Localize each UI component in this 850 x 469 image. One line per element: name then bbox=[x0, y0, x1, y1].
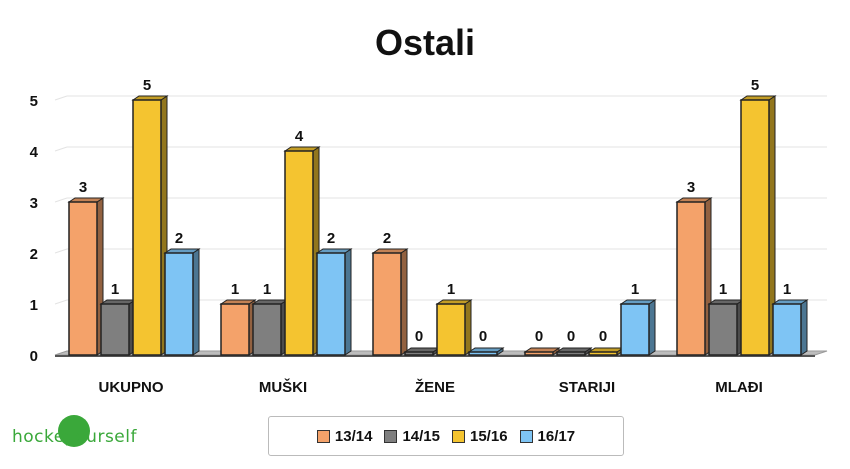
bar bbox=[468, 351, 498, 356]
legend-swatch bbox=[519, 429, 533, 443]
data-label: 0 bbox=[415, 328, 423, 345]
bar bbox=[404, 351, 434, 356]
data-label: 5 bbox=[751, 77, 759, 94]
x-tick-label: MLAĐI bbox=[715, 379, 763, 396]
legend-label: 14/15 bbox=[402, 427, 440, 445]
bar bbox=[68, 201, 98, 356]
logo-text: hockeyourself bbox=[12, 427, 137, 447]
legend-item-series-3: 15/16 bbox=[452, 428, 508, 445]
bar bbox=[100, 303, 130, 356]
legend-swatch bbox=[384, 429, 398, 443]
data-label: 1 bbox=[263, 281, 271, 298]
data-label: 0 bbox=[535, 328, 543, 345]
legend-label: 16/17 bbox=[537, 427, 576, 445]
data-label: 1 bbox=[111, 281, 119, 298]
x-tick-label: UKUPNO bbox=[98, 379, 163, 396]
y-tick-label: 3 bbox=[30, 195, 38, 212]
bar bbox=[740, 99, 770, 356]
data-label: 0 bbox=[479, 328, 487, 345]
gridline-side bbox=[54, 248, 68, 254]
bar-side bbox=[400, 248, 408, 356]
bar bbox=[676, 201, 706, 356]
bar bbox=[436, 303, 466, 356]
data-label: 1 bbox=[719, 281, 727, 298]
data-label: 0 bbox=[567, 328, 575, 345]
gridline-side bbox=[54, 299, 68, 305]
y-tick-label: 1 bbox=[30, 297, 38, 314]
x-tick-label: STARIJI bbox=[559, 379, 615, 396]
data-label: 5 bbox=[143, 77, 151, 94]
bar-side bbox=[192, 248, 200, 356]
bar bbox=[316, 252, 346, 356]
bar-side bbox=[648, 299, 656, 356]
bar bbox=[524, 351, 554, 356]
data-label: 3 bbox=[79, 179, 87, 196]
bar-side bbox=[344, 248, 352, 356]
data-label: 1 bbox=[631, 281, 639, 298]
data-label: 2 bbox=[383, 230, 391, 247]
y-tick-label: 5 bbox=[30, 93, 38, 110]
legend-item-series-2: 14/15 bbox=[384, 428, 440, 445]
y-tick-label: 2 bbox=[30, 246, 38, 263]
bar bbox=[556, 351, 586, 356]
legend-swatch bbox=[452, 429, 465, 443]
data-label: 4 bbox=[295, 128, 304, 145]
bar bbox=[708, 303, 738, 356]
data-label: 2 bbox=[327, 230, 335, 247]
data-label: 2 bbox=[175, 230, 183, 247]
y-tick-label: 4 bbox=[30, 144, 39, 161]
bar bbox=[372, 252, 402, 356]
bar bbox=[620, 303, 650, 356]
y-tick-label: 0 bbox=[30, 348, 38, 365]
bar bbox=[588, 351, 618, 356]
x-tick-label: MUŠKI bbox=[259, 378, 307, 396]
legend-label: 15/16 bbox=[470, 427, 508, 445]
legend-item-series-4: 16/17 bbox=[519, 427, 576, 445]
bar-side bbox=[800, 299, 808, 356]
bar bbox=[284, 150, 314, 356]
data-label: 1 bbox=[231, 281, 239, 298]
bar bbox=[252, 303, 282, 356]
bar bbox=[772, 303, 802, 356]
legend-label: 13/14 bbox=[334, 427, 373, 445]
chart-title: Ostali bbox=[374, 22, 476, 63]
gridline-side bbox=[54, 95, 68, 101]
data-label: 0 bbox=[599, 328, 607, 345]
data-label: 1 bbox=[783, 281, 791, 298]
x-tick-label: ŽENE bbox=[415, 378, 455, 396]
bar bbox=[132, 99, 162, 356]
data-label: 1 bbox=[447, 281, 455, 298]
gridline-side bbox=[54, 197, 68, 203]
data-label: 3 bbox=[687, 179, 695, 196]
legend-swatch bbox=[316, 429, 330, 443]
hockeyourself-logo: hockeyourself bbox=[12, 415, 162, 463]
legend-item-series-1: 13/14 bbox=[316, 427, 373, 445]
chart-legend: 13/14 14/15 15/16 16/17 bbox=[268, 416, 624, 456]
bar bbox=[164, 252, 194, 356]
bar-side bbox=[464, 299, 472, 356]
hockey-player-icon bbox=[58, 415, 90, 447]
bar bbox=[220, 303, 250, 356]
gridline-side bbox=[54, 146, 68, 152]
